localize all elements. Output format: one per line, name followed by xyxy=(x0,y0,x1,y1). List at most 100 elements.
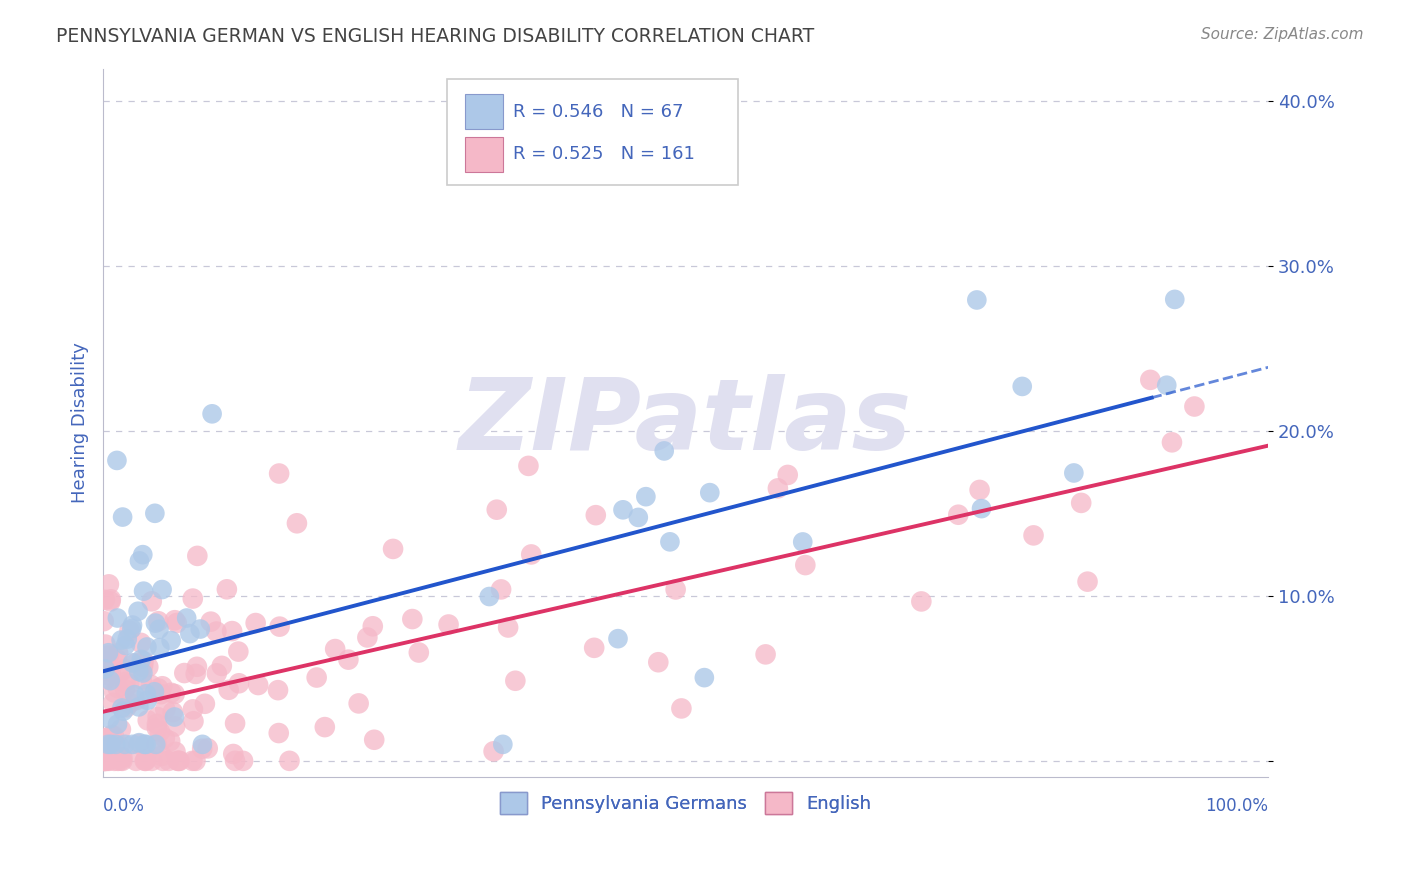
Point xyxy=(658,534,681,549)
Point xyxy=(104,737,127,751)
Point xyxy=(970,501,993,516)
Point xyxy=(128,737,150,751)
Y-axis label: Hearing Disability: Hearing Disability xyxy=(72,343,89,503)
Point xyxy=(94,654,117,668)
Point xyxy=(125,693,148,707)
Point xyxy=(166,754,188,768)
Point xyxy=(114,675,136,690)
Point xyxy=(492,737,515,751)
Point xyxy=(143,685,166,699)
Point xyxy=(155,702,177,716)
Point xyxy=(148,614,170,628)
Point xyxy=(607,632,630,646)
Point xyxy=(245,615,267,630)
Point xyxy=(121,656,143,670)
Point xyxy=(143,506,166,520)
FancyBboxPatch shape xyxy=(447,79,738,186)
Point xyxy=(100,592,122,607)
Point xyxy=(267,726,290,740)
Text: R = 0.546   N = 67: R = 0.546 N = 67 xyxy=(513,103,683,120)
Point xyxy=(162,705,184,719)
Point xyxy=(149,640,172,655)
Point xyxy=(247,678,270,692)
Point xyxy=(361,619,384,633)
Point xyxy=(91,654,114,668)
Point xyxy=(149,724,172,739)
Point xyxy=(111,754,134,768)
Point xyxy=(132,658,155,673)
Point xyxy=(121,622,143,636)
Point xyxy=(228,676,250,690)
Point xyxy=(285,516,308,531)
Point xyxy=(232,754,254,768)
Point xyxy=(181,754,204,768)
Point xyxy=(699,485,721,500)
Point xyxy=(110,723,132,737)
Point xyxy=(224,754,246,768)
Point xyxy=(93,754,115,768)
Point xyxy=(103,696,125,710)
Point xyxy=(132,654,155,668)
Point xyxy=(634,490,657,504)
Point xyxy=(129,652,152,666)
Point xyxy=(97,646,120,660)
Point xyxy=(1164,293,1187,307)
Point xyxy=(103,754,125,768)
Point xyxy=(114,639,136,653)
Point xyxy=(131,673,153,687)
Point xyxy=(128,554,150,568)
Point xyxy=(98,746,121,760)
Point xyxy=(184,754,207,768)
Point xyxy=(127,604,149,618)
FancyBboxPatch shape xyxy=(465,94,503,129)
Point xyxy=(269,467,291,481)
Point xyxy=(98,712,121,726)
Point xyxy=(100,728,122,742)
Point xyxy=(485,502,508,516)
Point xyxy=(135,753,157,767)
Point xyxy=(146,721,169,735)
Point xyxy=(110,754,132,768)
Point xyxy=(1070,496,1092,510)
Point xyxy=(107,754,129,768)
Point xyxy=(94,673,117,687)
Point xyxy=(118,677,141,691)
Point xyxy=(136,693,159,707)
Point xyxy=(150,679,173,693)
Point xyxy=(135,754,157,768)
Point xyxy=(136,640,159,654)
Point xyxy=(1156,378,1178,392)
Point xyxy=(205,666,228,681)
Point xyxy=(159,734,181,748)
Text: 100.0%: 100.0% xyxy=(1205,797,1268,815)
Point xyxy=(148,681,170,696)
Point xyxy=(96,754,118,768)
Point xyxy=(323,642,346,657)
Point xyxy=(160,633,183,648)
Point xyxy=(197,741,219,756)
Point xyxy=(105,453,128,467)
Point xyxy=(218,682,240,697)
Point xyxy=(382,541,405,556)
Point xyxy=(128,736,150,750)
Point xyxy=(1076,574,1098,589)
Point xyxy=(108,739,131,754)
Point xyxy=(517,458,540,473)
Point xyxy=(401,612,423,626)
Point xyxy=(118,624,141,638)
Point xyxy=(111,701,134,715)
Point xyxy=(94,592,117,607)
Point xyxy=(766,481,789,495)
Point xyxy=(121,618,143,632)
Point xyxy=(141,754,163,768)
Point xyxy=(269,619,291,633)
Point xyxy=(93,754,115,768)
Point xyxy=(652,444,675,458)
Point xyxy=(117,632,139,646)
Point xyxy=(228,644,250,658)
Point xyxy=(107,646,129,660)
Point xyxy=(1139,373,1161,387)
Point xyxy=(215,582,238,597)
Point xyxy=(150,582,173,597)
Point xyxy=(93,734,115,748)
